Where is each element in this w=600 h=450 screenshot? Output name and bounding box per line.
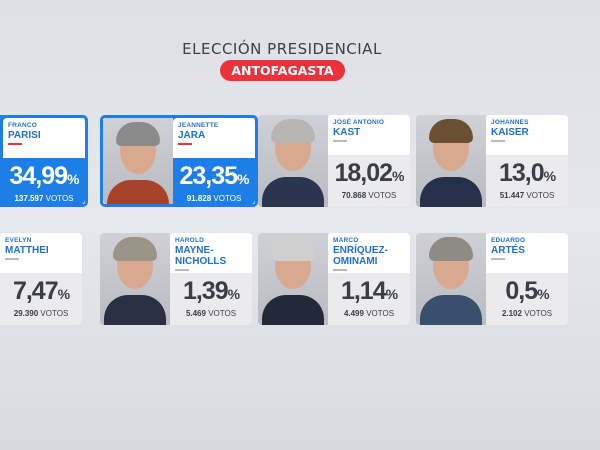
first-name: EVELYN: [5, 237, 32, 244]
name-underline: [491, 258, 505, 260]
vote-count: 137.597 VOTOS: [14, 194, 74, 203]
first-name: JEANNETTE: [178, 122, 219, 129]
name-underline: [8, 143, 22, 145]
candidate-info: JEANNETTE JARA 23,35% 91.828 VOTOS: [173, 118, 255, 204]
candidate-card: EVELYN MATTHEI 7,47% 29.390 VOTOS: [0, 233, 82, 325]
candidate-card: JOSÉ ANTONIO KAST 18,02% 70.868 VOTOS: [258, 115, 410, 207]
vote-percent: 13,0%: [498, 159, 556, 187]
last-name: MATTHEI: [5, 245, 49, 256]
name-underline: [178, 143, 192, 145]
candidate-info: JOSÉ ANTONIO KAST 18,02% 70.868 VOTOS: [328, 115, 410, 207]
vote-percent: 1,14%: [340, 277, 398, 305]
first-name: EDUARDO: [491, 237, 526, 244]
last-name: KAST: [333, 127, 361, 138]
candidate-photo: [100, 233, 170, 325]
name-underline: [5, 258, 19, 260]
page-title: ELECCIÓN PRESIDENCIAL: [182, 40, 382, 58]
vote-count: 4.499 VOTOS: [343, 309, 395, 318]
candidate-info: FRANCO PARISI 34,99% 137.597 VOTOS: [3, 118, 85, 204]
first-name: HAROLD: [175, 237, 205, 244]
vote-count: 51.447 VOTOS: [499, 191, 555, 200]
candidate-card: MARCO ENRÍQUEZ-OMINAMI 1,14% 4.499 VOTOS: [258, 233, 410, 325]
vote-percent: 1,39%: [182, 277, 240, 305]
name-box: JEANNETTE JARA: [173, 118, 255, 158]
candidate-card: EDUARDO ARTÉS 0,5% 2.102 VOTOS: [416, 233, 568, 325]
candidate-photo: [258, 115, 328, 207]
name-box: EVELYN MATTHEI: [0, 233, 82, 273]
name-box: EDUARDO ARTÉS: [486, 233, 568, 273]
first-name: JOHANNES: [491, 119, 529, 126]
vote-count: 5.469 VOTOS: [185, 309, 237, 318]
last-name: KAISER: [491, 127, 529, 138]
candidate-photo: [416, 115, 486, 207]
vote-count: 2.102 VOTOS: [501, 309, 553, 318]
vote-percent: 34,99%: [9, 162, 79, 190]
first-name: FRANCO: [8, 122, 38, 129]
candidate-photo: [416, 233, 486, 325]
vote-count: 29.390 VOTOS: [13, 309, 69, 318]
name-box: MARCO ENRÍQUEZ-OMINAMI: [328, 233, 410, 273]
name-box: JOSÉ ANTONIO KAST: [328, 115, 410, 155]
candidate-info: JOHANNES KAISER 13,0% 51.447 VOTOS: [486, 115, 568, 207]
vote-percent: 0,5%: [505, 277, 549, 305]
candidate-card: HAROLD MAYNE-NICHOLLS 1,39% 5.469 VOTOS: [100, 233, 252, 325]
candidate-info: EDUARDO ARTÉS 0,5% 2.102 VOTOS: [486, 233, 568, 325]
candidate-card: JEANNETTE JARA 23,35% 91.828 VOTOS: [100, 115, 258, 207]
vote-count: 91.828 VOTOS: [186, 194, 242, 203]
region-badge: ANTOFAGASTA: [220, 60, 345, 81]
last-name: JARA: [178, 130, 206, 141]
name-underline: [333, 140, 347, 142]
vote-percent: 7,47%: [12, 277, 70, 305]
candidate-card: FRANCO PARISI 34,99% 137.597 VOTOS: [0, 115, 88, 207]
name-box: FRANCO PARISI: [3, 118, 85, 158]
last-name: ARTÉS: [491, 245, 525, 256]
first-name: MARCO: [333, 237, 359, 244]
last-name: PARISI: [8, 130, 41, 141]
candidate-photo: [103, 118, 173, 204]
name-box: HAROLD MAYNE-NICHOLLS: [170, 233, 252, 273]
last-name: MAYNE-NICHOLLS: [175, 245, 227, 267]
name-underline: [491, 140, 505, 142]
name-box: JOHANNES KAISER: [486, 115, 568, 155]
candidate-info: MARCO ENRÍQUEZ-OMINAMI 1,14% 4.499 VOTOS: [328, 233, 410, 325]
vote-count: 70.868 VOTOS: [341, 191, 397, 200]
name-underline: [175, 269, 189, 271]
vote-percent: 23,35%: [179, 162, 249, 190]
candidate-info: HAROLD MAYNE-NICHOLLS 1,39% 5.469 VOTOS: [170, 233, 252, 325]
first-name: JOSÉ ANTONIO: [333, 119, 385, 126]
candidate-info: EVELYN MATTHEI 7,47% 29.390 VOTOS: [0, 233, 82, 325]
candidate-photo: [258, 233, 328, 325]
name-underline: [333, 269, 347, 271]
candidate-card: JOHANNES KAISER 13,0% 51.447 VOTOS: [416, 115, 568, 207]
vote-percent: 18,02%: [334, 159, 404, 187]
last-name: ENRÍQUEZ-OMINAMI: [333, 245, 388, 267]
